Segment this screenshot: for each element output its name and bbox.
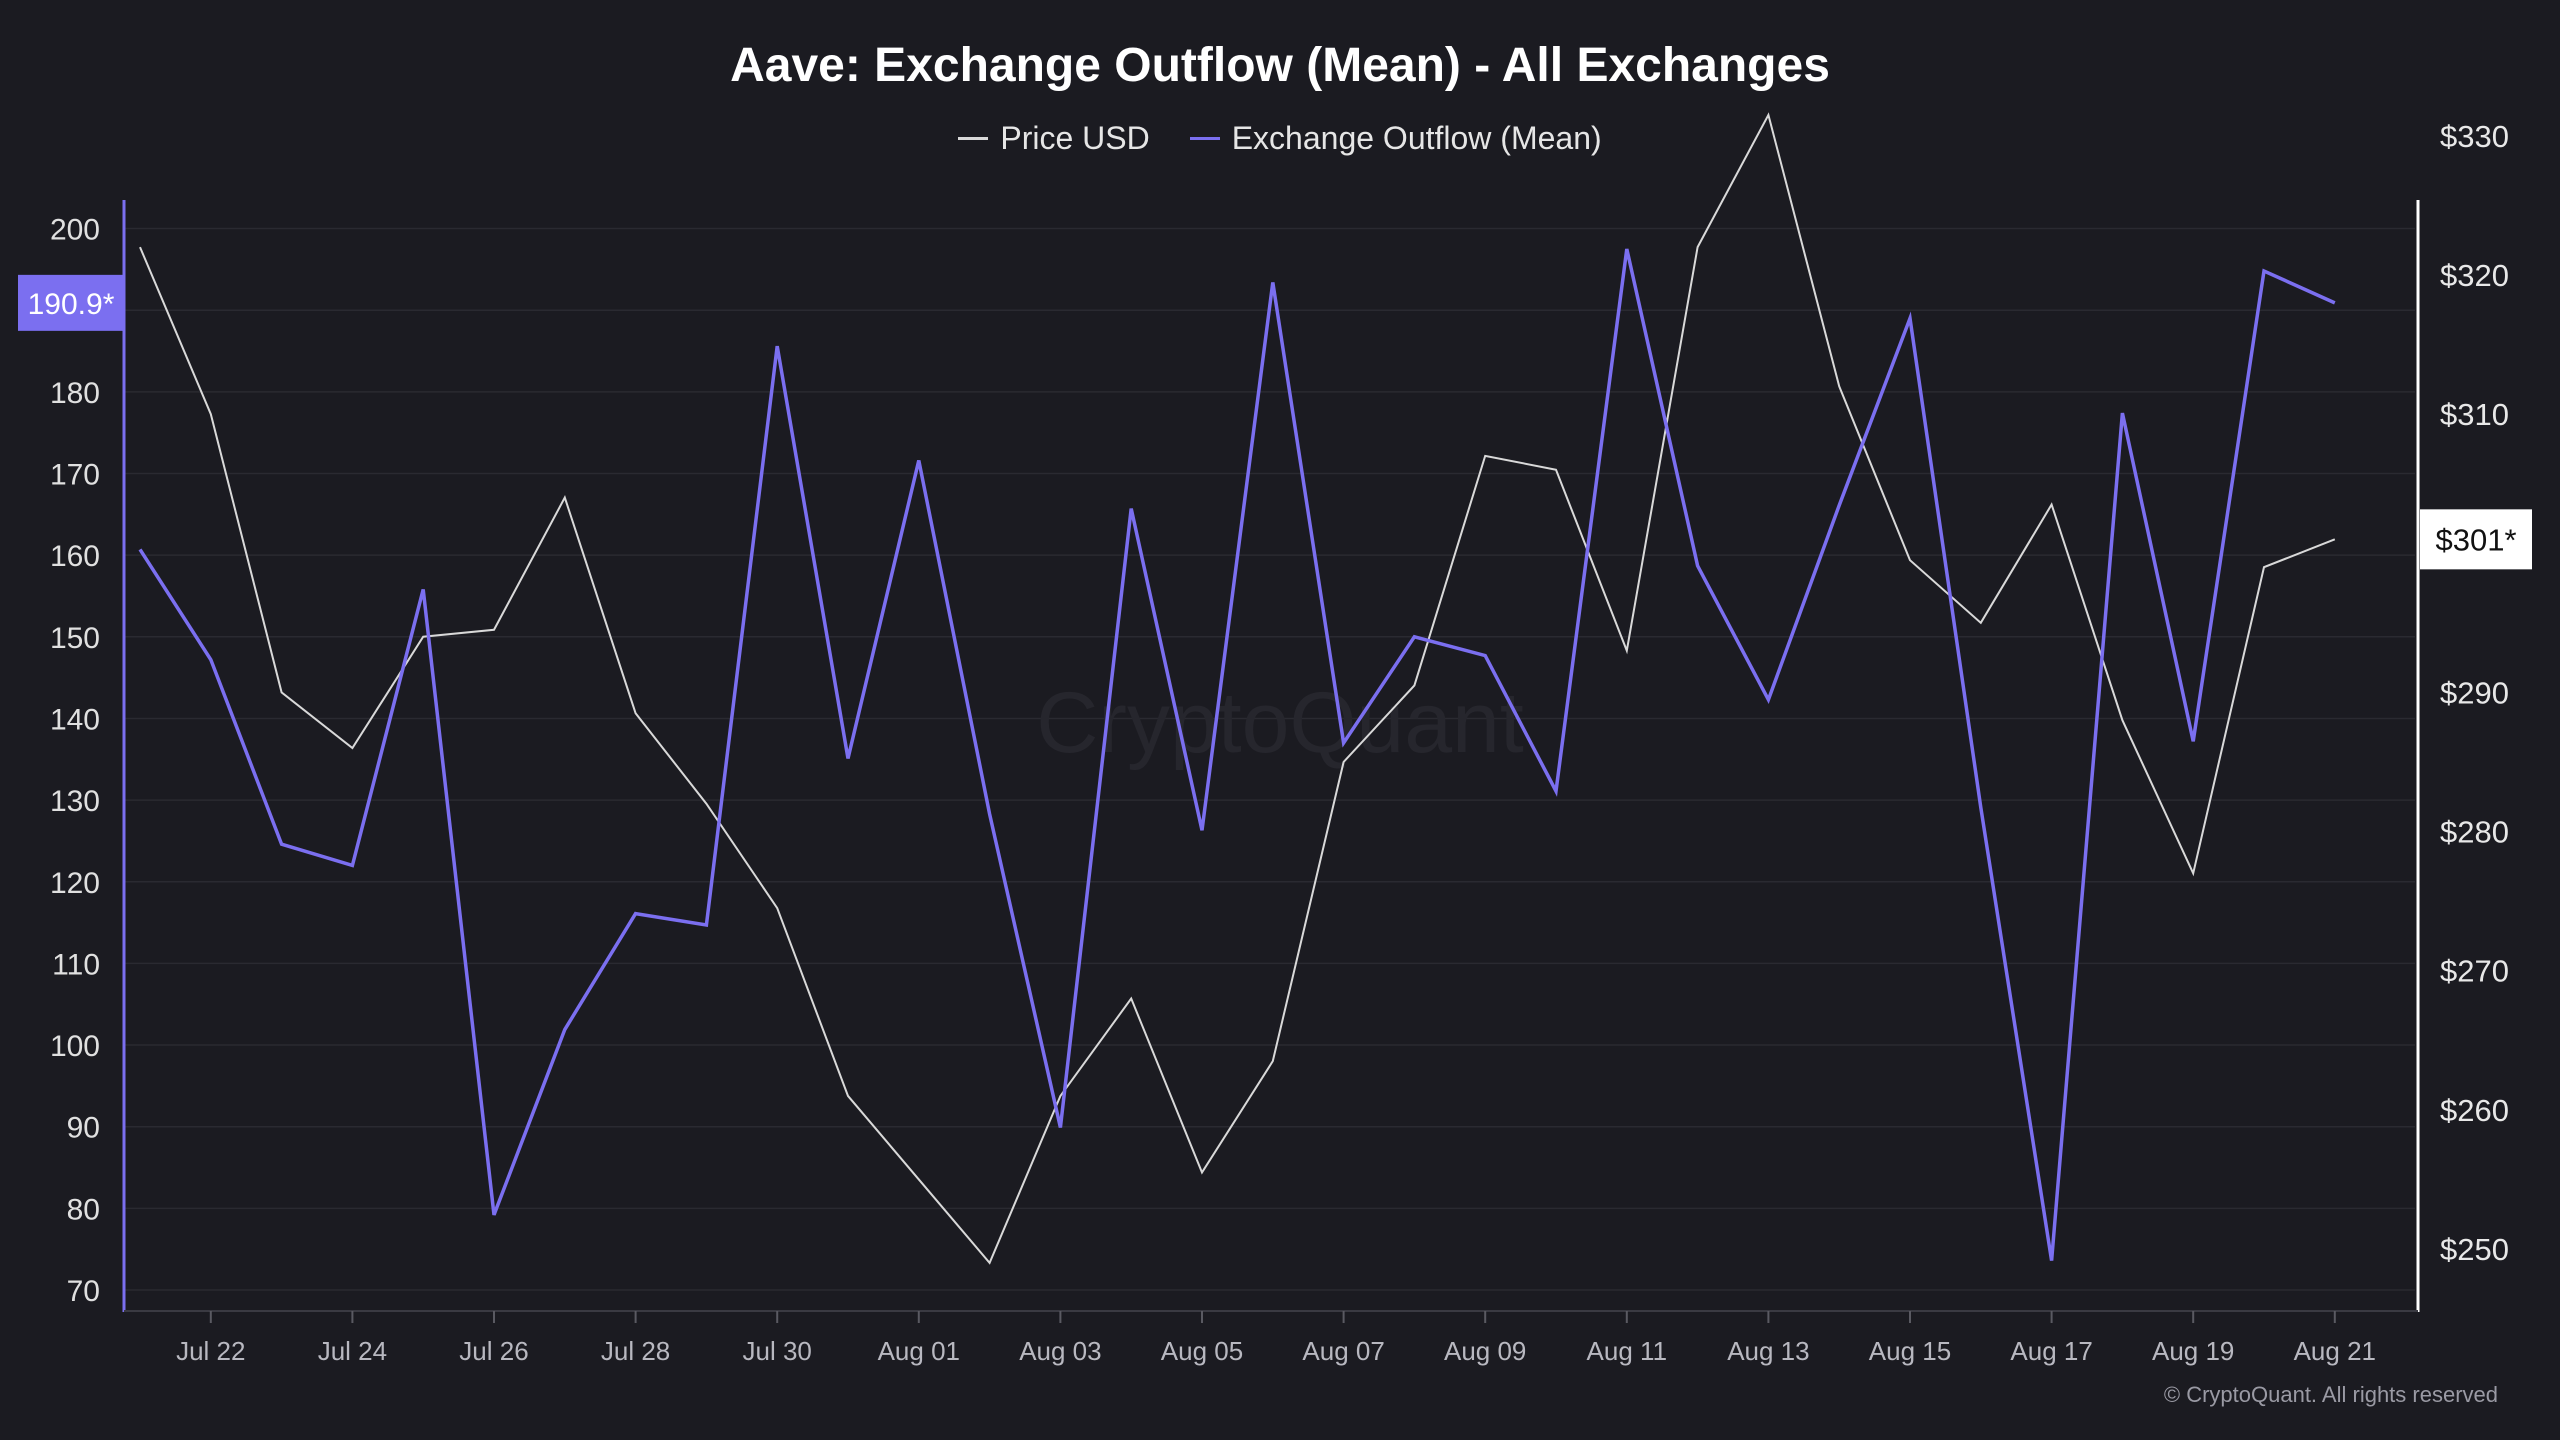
x-tick-label: Aug 03 [1019, 1336, 1101, 1366]
y-left-tick-label: 170 [50, 459, 100, 492]
y-right-tick-label: $290 [2440, 675, 2509, 710]
current-price-badge [2420, 509, 2532, 570]
legend-swatch-outflow [1189, 137, 1220, 140]
y-left-tick-label: 150 [50, 622, 100, 655]
grid-lines [124, 227, 2415, 1291]
x-tick-label: Aug 17 [2010, 1336, 2092, 1366]
y-left-tick-label: 180 [50, 377, 100, 410]
chart-title: Aave: Exchange Outflow (Mean) - All Exch… [730, 39, 1830, 92]
series-line-outflow[interactable] [138, 248, 2336, 1261]
x-tick-label: Jul 26 [459, 1336, 528, 1366]
watermark: CryptoQuant [1036, 675, 1524, 771]
x-tick-label: Aug 01 [878, 1336, 960, 1366]
series-lines [138, 112, 2336, 1265]
x-tick-label: Aug 05 [1161, 1336, 1243, 1366]
x-tick-label: Aug 13 [1727, 1336, 1809, 1366]
y-left-tick-label: 70 [67, 1275, 100, 1308]
legend-label-outflow: Exchange Outflow (Mean) [1231, 120, 1602, 156]
legend-item-outflow[interactable]: Exchange Outflow (Mean) [1189, 120, 1602, 157]
y-right-tick-label: $250 [2440, 1232, 2509, 1267]
legend-item-price[interactable]: Price USD [958, 120, 1150, 157]
y-left-tick-label: 140 [50, 703, 100, 736]
legend-swatch-price [958, 137, 989, 140]
axes [122, 200, 2420, 1323]
y-left-tick-label: 100 [50, 1030, 100, 1063]
y-left-tick-label: 120 [50, 867, 100, 900]
x-tick-label: Jul 30 [743, 1336, 812, 1366]
x-tick-label: Aug 11 [1587, 1336, 1667, 1366]
y-right-tick-label: $320 [2440, 258, 2509, 293]
x-tick-label: Aug 19 [2152, 1336, 2234, 1366]
y-left-tick-label: 200 [50, 214, 100, 247]
y-left-tick-label: 160 [50, 540, 100, 573]
x-tick-label: Aug 21 [2294, 1336, 2376, 1366]
current-price-label: $301* [2435, 522, 2516, 557]
x-tick-label: Aug 07 [1302, 1336, 1384, 1366]
legend: Price USD Exchange Outflow (Mean) [0, 120, 2560, 157]
current-outflow-badge [18, 274, 124, 331]
current-outflow-label: 190.9* [28, 288, 115, 321]
x-tick-label: Aug 09 [1444, 1336, 1526, 1366]
y-right-tick-label: $330 [2440, 119, 2509, 154]
y-left-tick-label: 110 [52, 948, 100, 981]
y-left-tick-label: 80 [67, 1193, 100, 1226]
legend-label-price: Price USD [1000, 120, 1150, 156]
x-tick-label: Jul 24 [318, 1336, 387, 1366]
y-right-tick-label: $260 [2440, 1093, 2509, 1128]
y-left-tick-label: 130 [50, 785, 100, 818]
copyright: © CryptoQuant. All rights reserved [2163, 1382, 2498, 1407]
y-left-tick-label: 90 [67, 1112, 100, 1145]
x-tick-label: Aug 15 [1869, 1336, 1951, 1366]
y-right-tick-label: $310 [2440, 397, 2509, 432]
y-right-tick-label: $270 [2440, 954, 2509, 989]
series-line-price[interactable] [139, 112, 2336, 1265]
tick-labels: Jul 22 Jul 24 Jul 26 Jul 28 Jul 30 Aug 01 Aug … [18, 119, 2532, 1366]
y-right-tick-label: $280 [2440, 815, 2509, 850]
x-tick-label: Jul 28 [601, 1336, 670, 1366]
x-tick-label: Jul 22 [176, 1336, 245, 1366]
